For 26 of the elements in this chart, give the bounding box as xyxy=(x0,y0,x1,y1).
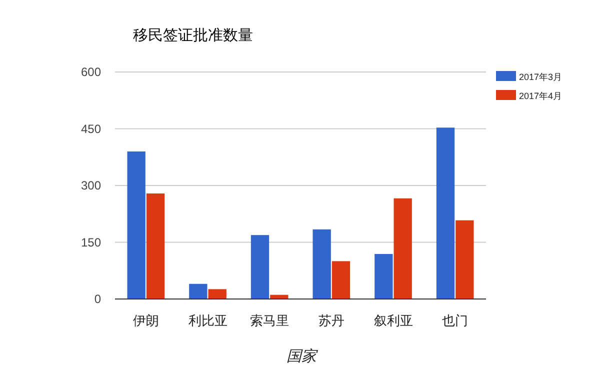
bar xyxy=(146,193,165,299)
bar xyxy=(250,235,270,299)
x-tick-label: 伊朗 xyxy=(132,313,159,328)
legend-label: 2017年3月 xyxy=(519,72,562,82)
bar xyxy=(436,128,455,299)
x-tick-label: 利比亚 xyxy=(188,313,228,328)
y-tick-label: 150 xyxy=(80,235,102,250)
legend-label: 2017年4月 xyxy=(519,91,562,101)
bar xyxy=(312,229,331,299)
x-tick-label: 苏丹 xyxy=(318,313,344,328)
y-tick-label: 450 xyxy=(80,122,102,136)
chart-title: 移民签证批准数量 xyxy=(133,27,253,44)
x-axis-title: 国家 xyxy=(286,348,318,365)
bar xyxy=(394,198,412,299)
bar xyxy=(456,220,474,299)
bar xyxy=(332,261,350,299)
x-tick-label: 索马里 xyxy=(250,313,290,328)
bar xyxy=(127,151,146,299)
y-tick-label: 300 xyxy=(80,178,102,192)
bar xyxy=(189,284,208,299)
x-tick-label: 叙利亚 xyxy=(374,313,413,328)
y-tick-label: 0 xyxy=(94,292,102,306)
x-tick-label: 也门 xyxy=(442,313,468,328)
y-tick-label: 600 xyxy=(80,65,102,79)
bar xyxy=(208,289,226,299)
bar xyxy=(374,254,393,299)
